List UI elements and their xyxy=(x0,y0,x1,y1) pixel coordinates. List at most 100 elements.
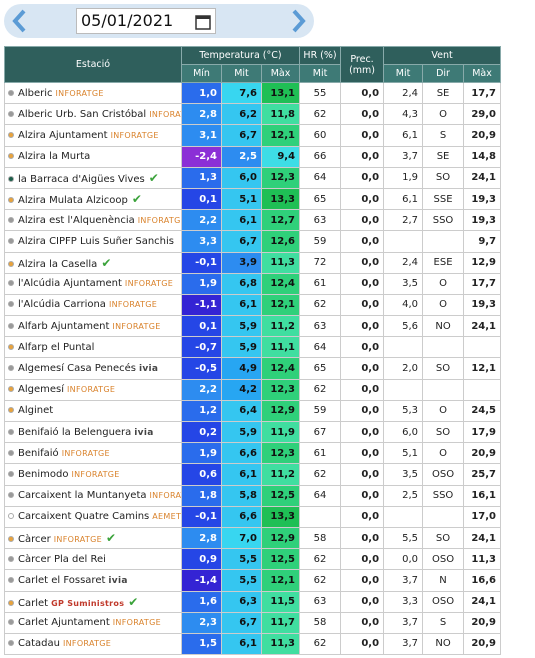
value-cell: 2,5 xyxy=(383,484,424,507)
station-name: Algemesí Casa Penecés xyxy=(18,363,136,375)
value-cell: 1,9 xyxy=(383,166,424,189)
value-cell: 13,3 xyxy=(260,187,301,211)
station-row: Alberic INFORATGE 1,0 7,6 13,1 55 0,0 2,4 SE 17,7 xyxy=(4,81,502,105)
value-cell: 6,7 xyxy=(221,611,262,634)
value-cell: N xyxy=(422,569,465,592)
station-cell: la Barraca d'Aigües Vives ✔ xyxy=(4,166,182,189)
status-dot xyxy=(8,175,14,182)
station-name: Carlet el Fossaret xyxy=(18,574,106,586)
value-cell: 59 xyxy=(299,230,342,253)
value-cell: SE xyxy=(422,145,465,168)
value-cell: 7,0 xyxy=(221,526,262,550)
station-row: Càrcer Pla del Rei 0,9 5,5 12,5 62 0,0 0,0 OSO 1… xyxy=(4,548,502,571)
value-cell: 66 xyxy=(299,145,342,168)
network-tag: INFORATGE xyxy=(137,215,182,225)
value-cell: 11,3 xyxy=(260,251,301,274)
station-row: Alzira Ajuntament INFORATGE 3,1 6,7 12,1 60 0,… xyxy=(4,124,502,147)
value-cell: 3,7 xyxy=(383,632,424,656)
station-row: Algemesí INFORATGE 2,2 4,2 12,3 62 0,0 xyxy=(4,378,502,401)
station-name: Alginet xyxy=(18,405,54,417)
value-cell: 3,5 xyxy=(383,272,424,295)
value-cell: 59 xyxy=(299,399,342,423)
network-tag: INFORATGE xyxy=(55,88,104,98)
value-cell: 3,3 xyxy=(383,590,424,613)
status-dot xyxy=(8,301,14,308)
precipitation-header: Prec. (mm) xyxy=(340,46,385,83)
value-cell: 0,0 xyxy=(340,124,385,147)
station-name: Benifaió xyxy=(18,447,59,459)
value-cell: 2,8 xyxy=(181,526,222,550)
value-cell: 58 xyxy=(299,611,342,634)
station-row: Algemesí Casa Penecés ivia -0,5 4,9 12,4 65 0,… xyxy=(4,357,502,380)
station-cell: Carlet GP Suministros ✔ xyxy=(4,590,182,613)
value-cell: 55 xyxy=(299,81,342,105)
value-cell: -0,1 xyxy=(181,251,222,274)
value-cell: SSO xyxy=(422,484,465,507)
value-cell xyxy=(383,230,424,253)
value-cell: 12,1 xyxy=(260,569,301,592)
station-row: Càrcer INFORATGE ✔ 2,8 7,0 12,9 58 0,0 5,5 SO 24,1 xyxy=(4,526,502,550)
value-cell: 63 xyxy=(299,590,342,613)
calendar-icon[interactable] xyxy=(195,14,211,30)
value-cell: 62 xyxy=(299,103,342,126)
value-cell: 0,0 xyxy=(340,209,385,232)
value-cell: 61 xyxy=(299,442,342,465)
station-name: Alzira CIPFP Luis Suñer Sanchis xyxy=(18,235,174,247)
status-dot xyxy=(8,428,14,435)
value-cell: 60 xyxy=(299,124,342,147)
station-header: Estació xyxy=(4,46,182,83)
value-cell: 17,7 xyxy=(463,272,502,295)
value-cell: 6,0 xyxy=(383,420,424,444)
value-cell: 0,0 xyxy=(340,632,385,656)
status-dot xyxy=(8,131,14,138)
value-cell: 12,3 xyxy=(260,442,301,465)
value-cell: 65 xyxy=(299,187,342,211)
value-cell: 25,7 xyxy=(463,463,502,486)
value-cell: 61 xyxy=(299,272,342,295)
value-cell: 6,0 xyxy=(221,166,262,189)
station-cell: Benifaió INFORATGE xyxy=(4,442,182,465)
station-row: Carcaixent Quatre Camins AEMET -0,1 6,6 13,3… xyxy=(4,505,502,528)
value-cell: 62 xyxy=(299,548,342,571)
value-cell: -1,4 xyxy=(181,569,222,592)
date-text: 05/01/2021 xyxy=(81,11,174,30)
value-cell: 2,4 xyxy=(383,81,424,105)
value-cell: 67 xyxy=(299,420,342,444)
value-cell: 0,1 xyxy=(181,187,222,211)
value-cell: 1,6 xyxy=(181,590,222,613)
next-day[interactable] xyxy=(288,7,308,35)
value-cell xyxy=(422,336,465,359)
station-row: Alberic Urb. San CristóbalINFORATGE2,86,… xyxy=(4,103,502,126)
status-dot xyxy=(8,153,14,160)
value-cell: 0,0 xyxy=(340,442,385,465)
value-cell: SO xyxy=(422,420,465,444)
value-cell: SO xyxy=(422,357,465,380)
prev-day[interactable] xyxy=(10,7,30,35)
value-cell: 6,1 xyxy=(221,463,262,486)
value-cell xyxy=(383,505,424,528)
value-cell: SO xyxy=(422,166,465,189)
station-row: Alzira est l'Alquenència INFORATGE 2,2 6,1 1… xyxy=(4,209,502,232)
check-icon: ✔ xyxy=(105,531,116,546)
value-cell: 12,1 xyxy=(260,293,301,317)
value-cell: 2,3 xyxy=(181,611,222,634)
value-cell: 64 xyxy=(299,336,342,359)
status-dot xyxy=(8,365,14,372)
value-cell: SE xyxy=(422,81,465,105)
value-cell: 4,0 xyxy=(383,293,424,317)
value-cell: 5,5 xyxy=(383,526,424,550)
value-cell: 11,9 xyxy=(260,420,301,444)
value-cell: 3,7 xyxy=(383,611,424,634)
value-cell: 0,0 xyxy=(340,187,385,211)
temperature-header: Temperatura (°C) xyxy=(180,46,301,65)
network-tag: INFORATGE xyxy=(62,639,112,649)
value-cell: O xyxy=(422,399,465,423)
value-cell: 17,0 xyxy=(463,505,502,528)
station-name: Càrcer xyxy=(18,534,51,546)
value-cell: 0,0 xyxy=(340,145,385,168)
station-cell: Carlet Ajuntament INFORATGE xyxy=(4,611,182,634)
value-cell: 0,0 xyxy=(340,166,385,189)
station-cell: Benifaió la Belenguera ivia xyxy=(4,420,182,444)
date-input[interactable]: 05/01/2021 xyxy=(76,8,216,34)
